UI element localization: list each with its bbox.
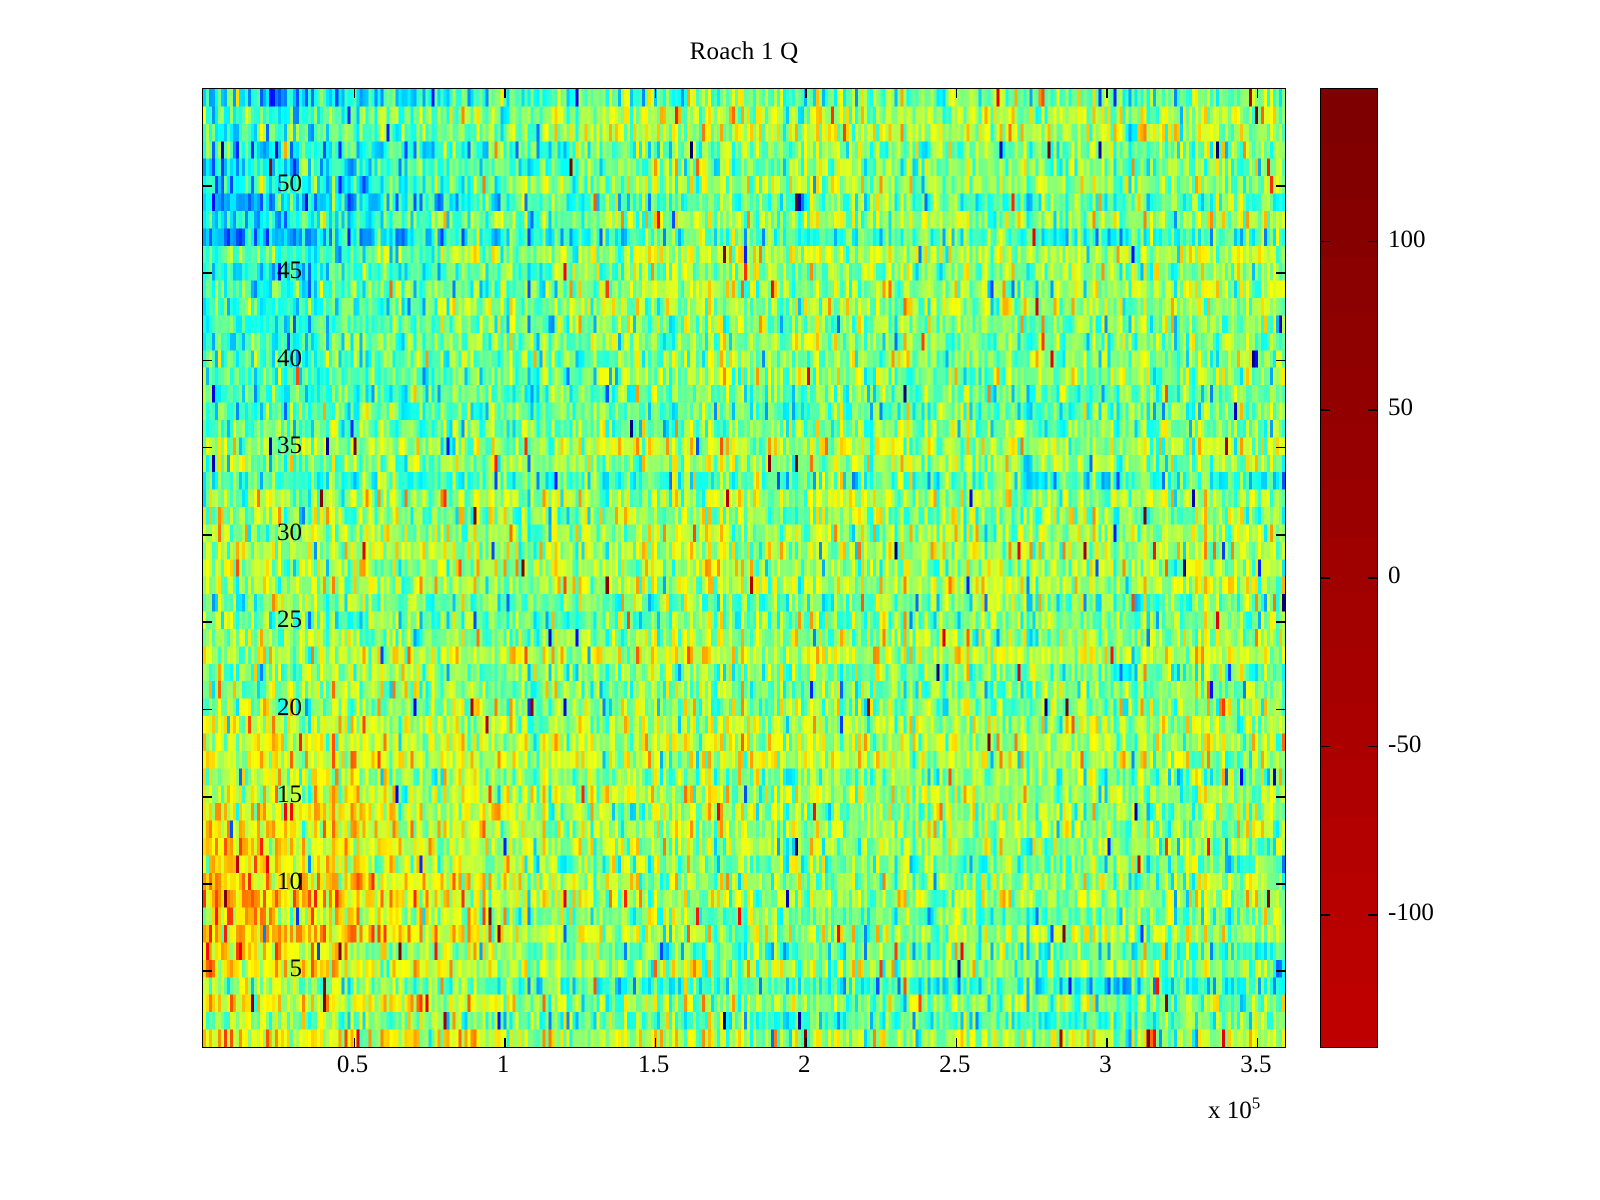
y-axis-tick — [203, 359, 212, 362]
colorbar-tick — [1321, 240, 1330, 243]
y-axis-tick — [1276, 534, 1285, 536]
y-axis-tick — [203, 883, 212, 885]
colorbar-tick — [1321, 745, 1330, 748]
y-axis-tick-label: 35 — [277, 431, 302, 459]
x-axis-tick — [1256, 89, 1259, 98]
colorbar-tick — [1368, 240, 1377, 243]
y-axis-tick-label: 15 — [277, 780, 302, 808]
colorbar-tick — [1368, 745, 1377, 748]
x-axis-tick-label: 1 — [496, 1051, 510, 1078]
colorbar-gradient — [1321, 89, 1377, 1047]
colorbar-tick-label: -100 — [1388, 899, 1434, 927]
colorbar-tick — [1368, 577, 1377, 579]
x-axis-tick — [654, 89, 657, 98]
colorbar-tick-label: 100 — [1388, 225, 1426, 253]
x-axis-tick — [504, 1038, 506, 1047]
x-axis-tick — [1256, 1038, 1259, 1047]
x-axis-tick — [805, 89, 807, 98]
x-axis-exponent-power: 5 — [1251, 1093, 1261, 1113]
y-axis-tick — [203, 970, 212, 973]
y-axis-tick — [1276, 708, 1285, 711]
y-axis-tick-label: 30 — [277, 519, 302, 547]
y-axis-tick-label: 25 — [277, 606, 302, 634]
y-axis-tick-label: 10 — [277, 868, 302, 896]
y-axis-tick — [1276, 970, 1285, 973]
x-axis-tick — [1106, 89, 1108, 98]
y-axis-tick — [203, 185, 212, 187]
y-axis-tick-label: 50 — [277, 170, 302, 197]
colorbar-tick — [1368, 914, 1377, 916]
y-axis-tick — [203, 534, 212, 536]
x-axis-tick-label: 1.5 — [638, 1051, 670, 1078]
x-axis-tick — [353, 89, 356, 98]
y-axis-tick-label: 45 — [277, 257, 302, 285]
colorbar-tick-label: 50 — [1388, 394, 1413, 421]
colorbar-tick — [1321, 577, 1330, 579]
y-axis-tick — [1276, 272, 1285, 274]
y-axis-tick-label: 20 — [277, 693, 302, 721]
colorbar-tick-label: -50 — [1388, 730, 1422, 758]
y-axis-tick — [1276, 621, 1285, 623]
y-axis-tick — [1276, 359, 1285, 362]
x-axis-tick — [1106, 1038, 1108, 1047]
y-axis-tick — [1276, 883, 1285, 885]
y-axis-tick-label: 40 — [277, 344, 302, 372]
y-axis-tick — [1276, 185, 1285, 187]
x-axis-tick-label: 2.5 — [939, 1051, 971, 1078]
x-axis-tick — [955, 1038, 958, 1047]
x-axis-tick — [353, 1038, 356, 1047]
x-axis-tick-label: 3.5 — [1240, 1051, 1272, 1078]
y-axis-tick — [203, 621, 212, 623]
y-axis-tick-label: 5 — [289, 955, 303, 983]
heatmap-axes[interactable] — [202, 88, 1286, 1048]
colorbar[interactable] — [1320, 88, 1378, 1048]
y-axis-tick — [1276, 446, 1285, 449]
x-axis-tick — [654, 1038, 657, 1047]
x-axis-exponent-label: x 105 — [1208, 1095, 1260, 1124]
heatmap-image — [203, 89, 1285, 1047]
y-axis-tick — [203, 795, 212, 798]
y-axis-tick — [203, 446, 212, 449]
x-axis-exponent-mantissa: x 10 — [1208, 1097, 1252, 1124]
y-axis-tick — [203, 272, 212, 274]
y-axis-tick — [203, 708, 212, 711]
plot-title: Roach 1 Q — [689, 38, 799, 65]
x-axis-tick-label: 2 — [797, 1051, 811, 1078]
x-axis-tick-label: 0.5 — [336, 1051, 369, 1078]
colorbar-tick — [1321, 914, 1330, 916]
colorbar-tick — [1321, 409, 1330, 411]
x-axis-tick — [955, 89, 958, 98]
x-axis-tick-label: 3 — [1099, 1051, 1112, 1078]
colorbar-tick-label: 0 — [1388, 562, 1401, 590]
colorbar-tick — [1368, 409, 1377, 411]
x-axis-tick — [504, 89, 506, 98]
x-axis-tick — [805, 1038, 807, 1047]
y-axis-tick — [1276, 795, 1285, 798]
